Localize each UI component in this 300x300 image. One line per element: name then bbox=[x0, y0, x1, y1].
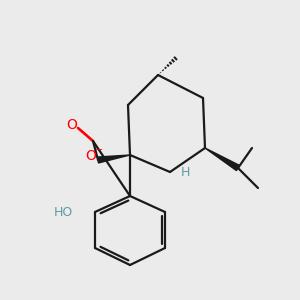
Text: HO: HO bbox=[54, 206, 73, 218]
Polygon shape bbox=[205, 148, 240, 171]
Polygon shape bbox=[98, 155, 130, 163]
Text: −: − bbox=[95, 145, 103, 155]
Text: O: O bbox=[67, 118, 77, 132]
Text: O: O bbox=[85, 149, 96, 163]
Text: H: H bbox=[181, 166, 190, 178]
